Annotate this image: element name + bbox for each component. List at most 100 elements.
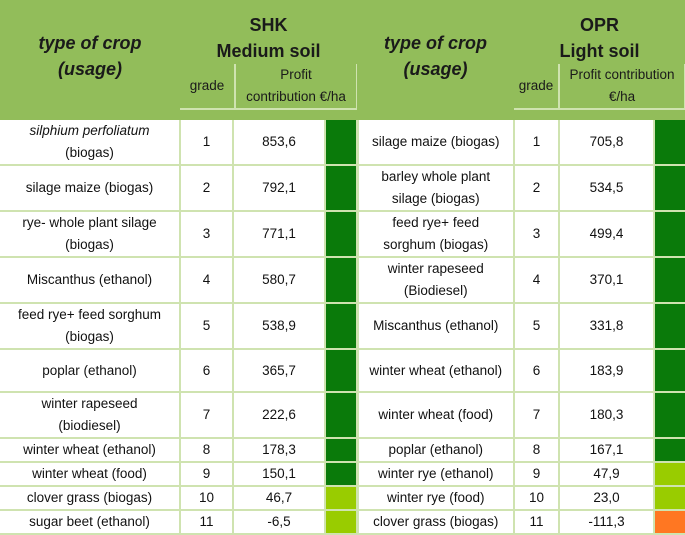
shk-crop-cell: silage maize (biogas) <box>0 165 181 212</box>
shk-crop-name: sugar beet (ethanol) <box>29 514 150 529</box>
table-row: silphium perfoliatum (biogas) 1 853,6 silage… <box>0 120 685 166</box>
shk-profit-cell: 853,6 <box>233 120 326 166</box>
shk-usage-label: (usage) <box>57 59 122 79</box>
shk-profit-cell: 538,9 <box>233 303 326 350</box>
table-row: silage maize (biogas) 2 792,1 barley whole … <box>0 165 685 212</box>
shk-crop-usage: (biogas) <box>65 145 114 160</box>
shk-grade-cell: 7 <box>180 392 234 439</box>
opr-grade-cell: 3 <box>514 211 561 258</box>
opr-crop-name: clover grass (biogas) <box>373 514 499 529</box>
shk-rating-swatch <box>325 165 359 212</box>
opr-profit-cell: 534,5 <box>559 165 656 212</box>
opr-profit-cell: 183,9 <box>559 349 656 393</box>
opr-profit-cell: 705,8 <box>559 120 656 166</box>
opr-grade-cell: 2 <box>514 165 561 212</box>
opr-usage-label: (usage) <box>403 59 468 79</box>
opr-header: OPR Light soil grade Profit contribution… <box>514 0 685 120</box>
shk-rating-swatch <box>325 510 359 535</box>
opr-crop-cell: Miscanthus (ethanol) <box>357 303 516 350</box>
shk-crop-cell: clover grass (biogas) <box>0 486 181 511</box>
opr-profit-header: Profit contribution €/ha <box>559 64 685 110</box>
shk-grade-cell: 3 <box>180 211 234 258</box>
opr-grade-cell: 10 <box>514 486 561 511</box>
table-row: poplar (ethanol) 6 365,7 winter wheat (etha… <box>0 349 685 393</box>
table-row: Miscanthus (ethanol) 4 580,7 winter rapesee… <box>0 257 685 304</box>
shk-profit-cell: 150,1 <box>233 462 326 487</box>
opr-crop-cell: winter wheat (ethanol) <box>357 349 516 393</box>
shk-crop-usage: (biogas) <box>65 237 114 252</box>
opr-rating-swatch <box>654 510 685 535</box>
shk-crop-name: silphium perfoliatum <box>29 123 150 138</box>
opr-profit-line1: Profit contribution <box>569 67 675 82</box>
shk-header: SHK Medium soil grade Profit contributio… <box>180 0 358 120</box>
shk-grade-cell: 4 <box>180 257 234 304</box>
opr-crop-name: feed rye+ feed <box>392 215 480 230</box>
opr-crop-name: winter rye (ethanol) <box>377 466 494 481</box>
opr-crop-name: winter rapeseed <box>387 261 484 276</box>
shk-type-of-crop-label: type of crop <box>38 33 142 53</box>
opr-crop-cell: clover grass (biogas) <box>357 510 516 535</box>
opr-rating-swatch <box>654 211 685 258</box>
shk-profit-cell: 771,1 <box>233 211 326 258</box>
shk-profit-cell: 580,7 <box>233 257 326 304</box>
opr-crop-usage: silage (biogas) <box>391 191 480 206</box>
opr-rating-swatch <box>654 120 685 166</box>
shk-profit-header: Profit contribution €/ha <box>235 64 358 110</box>
shk-grade-cell: 9 <box>180 462 234 487</box>
opr-rating-swatch <box>654 438 685 463</box>
table-row: winter wheat (food) 9 150,1 winter rye (eth… <box>0 462 685 487</box>
shk-rating-swatch <box>325 486 359 511</box>
shk-type-of-crop-header: type of crop (usage) <box>0 0 180 120</box>
shk-crop-name: winter rapeseed <box>41 396 138 411</box>
opr-profit-cell: 499,4 <box>559 211 656 258</box>
table-row: clover grass (biogas) 10 46,7 winter rye (f… <box>0 486 685 511</box>
shk-rating-swatch <box>325 462 359 487</box>
shk-grade-cell: 5 <box>180 303 234 350</box>
shk-rating-swatch <box>325 392 359 439</box>
opr-rating-swatch <box>654 257 685 304</box>
opr-profit-cell: 47,9 <box>559 462 656 487</box>
opr-subheader: grade Profit contribution €/ha <box>514 64 685 110</box>
shk-profit-cell: 365,7 <box>233 349 326 393</box>
shk-crop-name: winter wheat (ethanol) <box>23 442 156 457</box>
opr-grade-header: grade <box>514 64 561 110</box>
shk-crop-name: clover grass (biogas) <box>26 490 153 505</box>
opr-crop-name: Miscanthus (ethanol) <box>373 318 499 333</box>
shk-grade-cell: 2 <box>180 165 234 212</box>
shk-crop-cell: poplar (ethanol) <box>0 349 181 393</box>
opr-crop-name: winter wheat (food) <box>378 407 494 422</box>
opr-rating-swatch <box>654 486 685 511</box>
shk-grade-cell: 10 <box>180 486 234 511</box>
shk-crop-cell: winter wheat (food) <box>0 462 181 487</box>
opr-profit-cell: -111,3 <box>559 510 656 535</box>
opr-grade-cell: 8 <box>514 438 561 463</box>
opr-crop-cell: barley whole plant silage (biogas) <box>357 165 516 212</box>
shk-grade-cell: 1 <box>180 120 234 166</box>
table-header: type of crop (usage) SHK Medium soil gra… <box>0 0 685 120</box>
opr-crop-cell: winter wheat (food) <box>357 392 516 439</box>
shk-crop-name: poplar (ethanol) <box>42 362 137 378</box>
shk-crop-cell: winter wheat (ethanol) <box>0 438 181 463</box>
shk-grade-header: grade <box>180 64 236 110</box>
opr-crop-cell: winter rye (ethanol) <box>357 462 516 487</box>
shk-profit-cell: 46,7 <box>233 486 326 511</box>
opr-rating-swatch <box>654 392 685 439</box>
shk-crop-cell: feed rye+ feed sorghum (biogas) <box>0 303 181 350</box>
shk-profit-line2: contribution €/ha <box>246 89 346 104</box>
shk-profit-cell: 222,6 <box>233 392 326 439</box>
table-body: silphium perfoliatum (biogas) 1 853,6 silage… <box>0 120 685 535</box>
shk-profit-line1: Profit <box>280 67 312 82</box>
opr-grade-cell: 1 <box>514 120 561 166</box>
shk-crop-cell: silphium perfoliatum (biogas) <box>0 120 181 166</box>
shk-crop-name: winter wheat (food) <box>32 466 147 481</box>
shk-crop-name: rye- whole plant silage <box>22 215 157 230</box>
opr-grade-cell: 6 <box>514 349 561 393</box>
shk-rating-swatch <box>325 349 359 393</box>
opr-profit-cell: 331,8 <box>559 303 656 350</box>
shk-crop-cell: winter rapeseed (biodiesel) <box>0 392 181 439</box>
opr-rating-swatch <box>654 165 685 212</box>
shk-soil: Medium soil <box>216 41 321 61</box>
shk-crop-usage: (biogas) <box>65 329 114 344</box>
